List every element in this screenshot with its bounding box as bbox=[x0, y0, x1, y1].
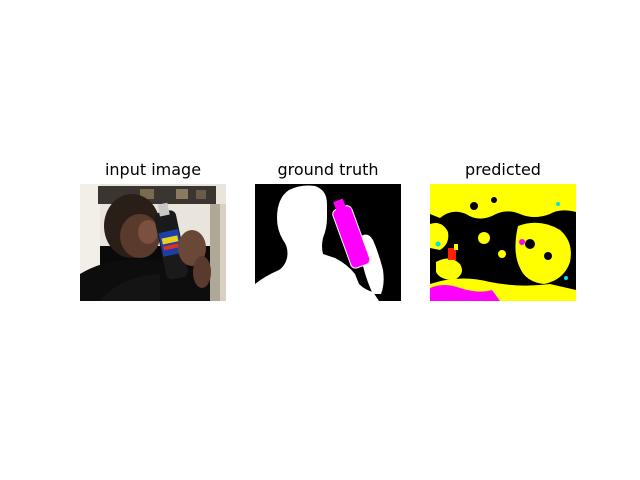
input-image-title: input image bbox=[104, 160, 202, 179]
predicted-mask bbox=[430, 184, 576, 301]
ground-truth-title: ground truth bbox=[277, 160, 379, 179]
ground-truth-mask bbox=[255, 184, 401, 301]
input-image bbox=[80, 184, 226, 301]
predicted-title: predicted bbox=[465, 160, 541, 179]
